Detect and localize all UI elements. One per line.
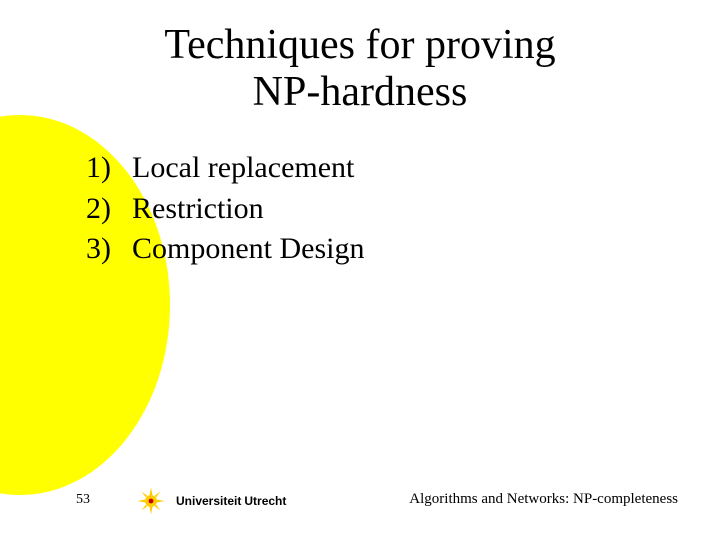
page-number: 53 (76, 492, 90, 508)
list-text: Restriction (132, 189, 264, 230)
list-item: 2) Restriction (86, 189, 365, 230)
list-item: 3) Component Design (86, 229, 365, 270)
list-text: Component Design (132, 229, 365, 270)
university-word-2: Utrecht (244, 494, 286, 508)
university-logo-group: Universiteit Utrecht (136, 486, 286, 516)
university-name: Universiteit Utrecht (176, 494, 286, 508)
list-number: 2) (86, 189, 132, 230)
footer-subtitle: Algorithms and Networks: NP-completeness (409, 491, 678, 508)
slide: Techniques for proving NP-hardness 1) Lo… (0, 0, 720, 540)
sun-icon (136, 486, 166, 516)
university-word-1: Universiteit (176, 494, 241, 508)
list-number: 3) (86, 229, 132, 270)
title-line-1: Techniques for proving (164, 22, 555, 68)
list-item: 1) Local replacement (86, 148, 365, 189)
title-line-2: NP-hardness (253, 69, 468, 115)
techniques-list: 1) Local replacement 2) Restriction 3) C… (86, 148, 365, 270)
slide-title: Techniques for proving NP-hardness (0, 22, 720, 116)
list-number: 1) (86, 148, 132, 189)
list-text: Local replacement (132, 148, 354, 189)
